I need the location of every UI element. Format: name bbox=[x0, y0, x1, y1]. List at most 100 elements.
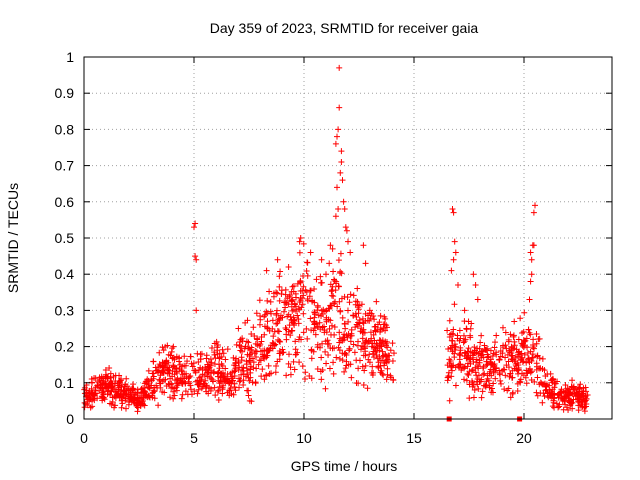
data-point bbox=[515, 336, 522, 343]
data-point bbox=[231, 368, 238, 375]
data-point bbox=[238, 357, 245, 364]
data-point bbox=[198, 350, 205, 357]
data-point bbox=[332, 213, 339, 220]
data-point bbox=[365, 339, 372, 346]
data-point bbox=[193, 307, 200, 314]
data-point bbox=[167, 394, 174, 401]
data-point bbox=[109, 398, 116, 405]
data-point bbox=[481, 342, 488, 349]
data-point bbox=[270, 333, 277, 340]
y-tick-label: 0 bbox=[66, 411, 74, 427]
data-point bbox=[321, 329, 328, 336]
data-point bbox=[462, 350, 469, 357]
data-point bbox=[196, 374, 203, 381]
data-point bbox=[247, 363, 254, 370]
data-point bbox=[390, 350, 397, 357]
data-point bbox=[523, 380, 530, 387]
data-point bbox=[266, 288, 273, 295]
data-point bbox=[206, 358, 213, 365]
data-point bbox=[507, 394, 514, 401]
data-point bbox=[461, 307, 468, 314]
data-point bbox=[445, 374, 452, 381]
data-point bbox=[337, 250, 344, 257]
data-point bbox=[318, 354, 325, 361]
data-point bbox=[217, 370, 224, 377]
data-point bbox=[307, 315, 314, 322]
data-point bbox=[527, 278, 534, 285]
data-point bbox=[350, 341, 357, 348]
data-point bbox=[285, 328, 292, 335]
data-point bbox=[536, 365, 543, 372]
data-point bbox=[348, 330, 355, 337]
data-point bbox=[221, 376, 228, 383]
data-point bbox=[236, 342, 243, 349]
data-point bbox=[337, 268, 344, 275]
data-point bbox=[126, 399, 133, 406]
data-point bbox=[278, 290, 285, 297]
data-point bbox=[576, 386, 583, 393]
data-point bbox=[242, 319, 249, 326]
data-point bbox=[380, 352, 387, 359]
data-point bbox=[169, 345, 176, 352]
data-point bbox=[565, 386, 572, 393]
data-point bbox=[340, 198, 347, 205]
data-point bbox=[233, 341, 240, 348]
data-point bbox=[123, 391, 130, 398]
data-point bbox=[258, 373, 265, 380]
data-point bbox=[312, 331, 319, 338]
data-point bbox=[377, 325, 384, 332]
data-point bbox=[224, 375, 231, 382]
data-point bbox=[248, 331, 255, 338]
data-point bbox=[291, 366, 298, 373]
data-point bbox=[215, 377, 222, 384]
data-point bbox=[497, 353, 504, 360]
data-point bbox=[377, 312, 384, 319]
data-point bbox=[464, 370, 471, 377]
data-point bbox=[383, 342, 390, 349]
data-point bbox=[159, 368, 166, 375]
data-point bbox=[326, 365, 333, 372]
data-point bbox=[472, 282, 479, 289]
data-point bbox=[283, 336, 290, 343]
data-point bbox=[352, 301, 359, 308]
data-point bbox=[362, 352, 369, 359]
data-point bbox=[469, 354, 476, 361]
data-point bbox=[530, 209, 537, 216]
data-point bbox=[156, 376, 163, 383]
data-point bbox=[171, 356, 178, 363]
data-point bbox=[486, 382, 493, 389]
data-point bbox=[457, 361, 464, 368]
data-point bbox=[118, 376, 125, 383]
data-point bbox=[384, 365, 391, 372]
data-point bbox=[528, 256, 535, 263]
data-point bbox=[321, 323, 328, 330]
data-point bbox=[263, 372, 270, 379]
data-point bbox=[253, 353, 260, 360]
y-tick-label: 0.7 bbox=[55, 158, 75, 174]
data-point bbox=[244, 351, 251, 358]
data-point bbox=[524, 350, 531, 357]
data-point bbox=[367, 329, 374, 336]
data-point bbox=[290, 358, 297, 365]
data-point bbox=[230, 391, 237, 398]
data-point bbox=[329, 283, 336, 290]
data-point bbox=[466, 395, 473, 402]
data-point bbox=[536, 335, 543, 342]
data-point bbox=[507, 331, 514, 338]
data-point bbox=[238, 371, 245, 378]
data-point bbox=[281, 299, 288, 306]
data-point bbox=[182, 388, 189, 395]
data-point bbox=[176, 354, 183, 361]
data-point bbox=[154, 369, 161, 376]
data-point bbox=[450, 362, 457, 369]
data-point bbox=[100, 394, 107, 401]
data-point bbox=[249, 379, 256, 386]
data-point bbox=[534, 374, 541, 381]
data-point bbox=[571, 390, 578, 397]
data-point bbox=[455, 282, 461, 289]
data-point bbox=[261, 376, 268, 383]
data-point bbox=[227, 370, 234, 377]
data-point bbox=[211, 384, 218, 391]
data-point bbox=[328, 288, 335, 295]
data-point bbox=[496, 370, 503, 377]
